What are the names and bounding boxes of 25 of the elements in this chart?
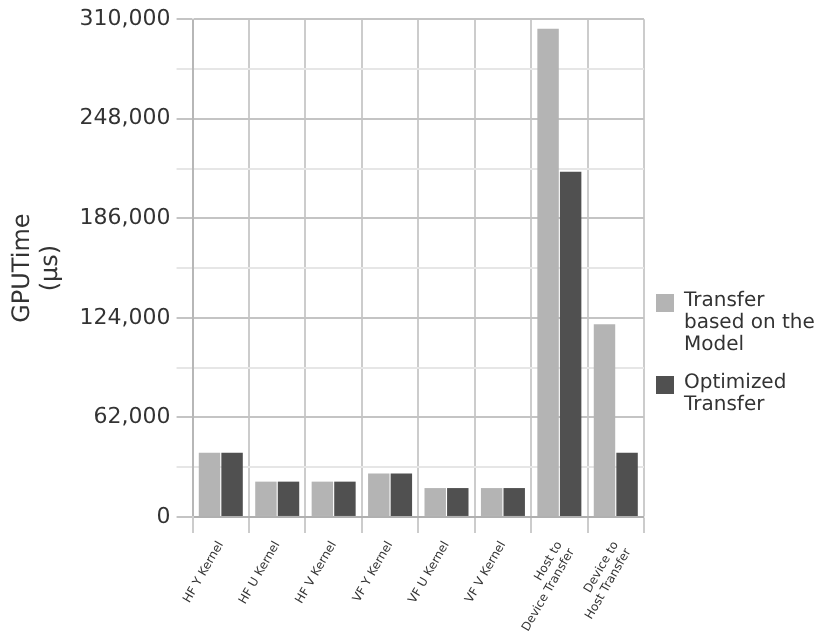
bar xyxy=(221,452,243,516)
bar xyxy=(537,28,559,516)
y-tick-label: 124,000 xyxy=(79,303,171,330)
bar xyxy=(198,452,221,516)
bar xyxy=(334,481,356,516)
bar xyxy=(390,473,413,516)
bar xyxy=(616,452,638,516)
bar xyxy=(255,481,277,516)
bar xyxy=(447,488,469,516)
bar xyxy=(368,473,390,516)
bar xyxy=(503,488,525,516)
bar xyxy=(311,481,334,516)
y-tick-label: 248,000 xyxy=(79,104,171,131)
bar xyxy=(593,324,616,516)
bar xyxy=(424,488,446,516)
y-tick-label: 0 xyxy=(156,502,171,529)
y-tick-label: 186,000 xyxy=(79,204,171,231)
bar xyxy=(277,481,300,516)
y-tick-label: 62,000 xyxy=(93,403,171,430)
bar xyxy=(559,171,582,516)
y-tick-label: 310,000 xyxy=(79,4,171,31)
legend-label: Transfer based on the Model xyxy=(684,290,817,356)
y-axis-title: GPUTime (µs) xyxy=(6,213,64,323)
legend-label: Optimized Transfer xyxy=(684,372,789,416)
bar xyxy=(480,488,503,516)
